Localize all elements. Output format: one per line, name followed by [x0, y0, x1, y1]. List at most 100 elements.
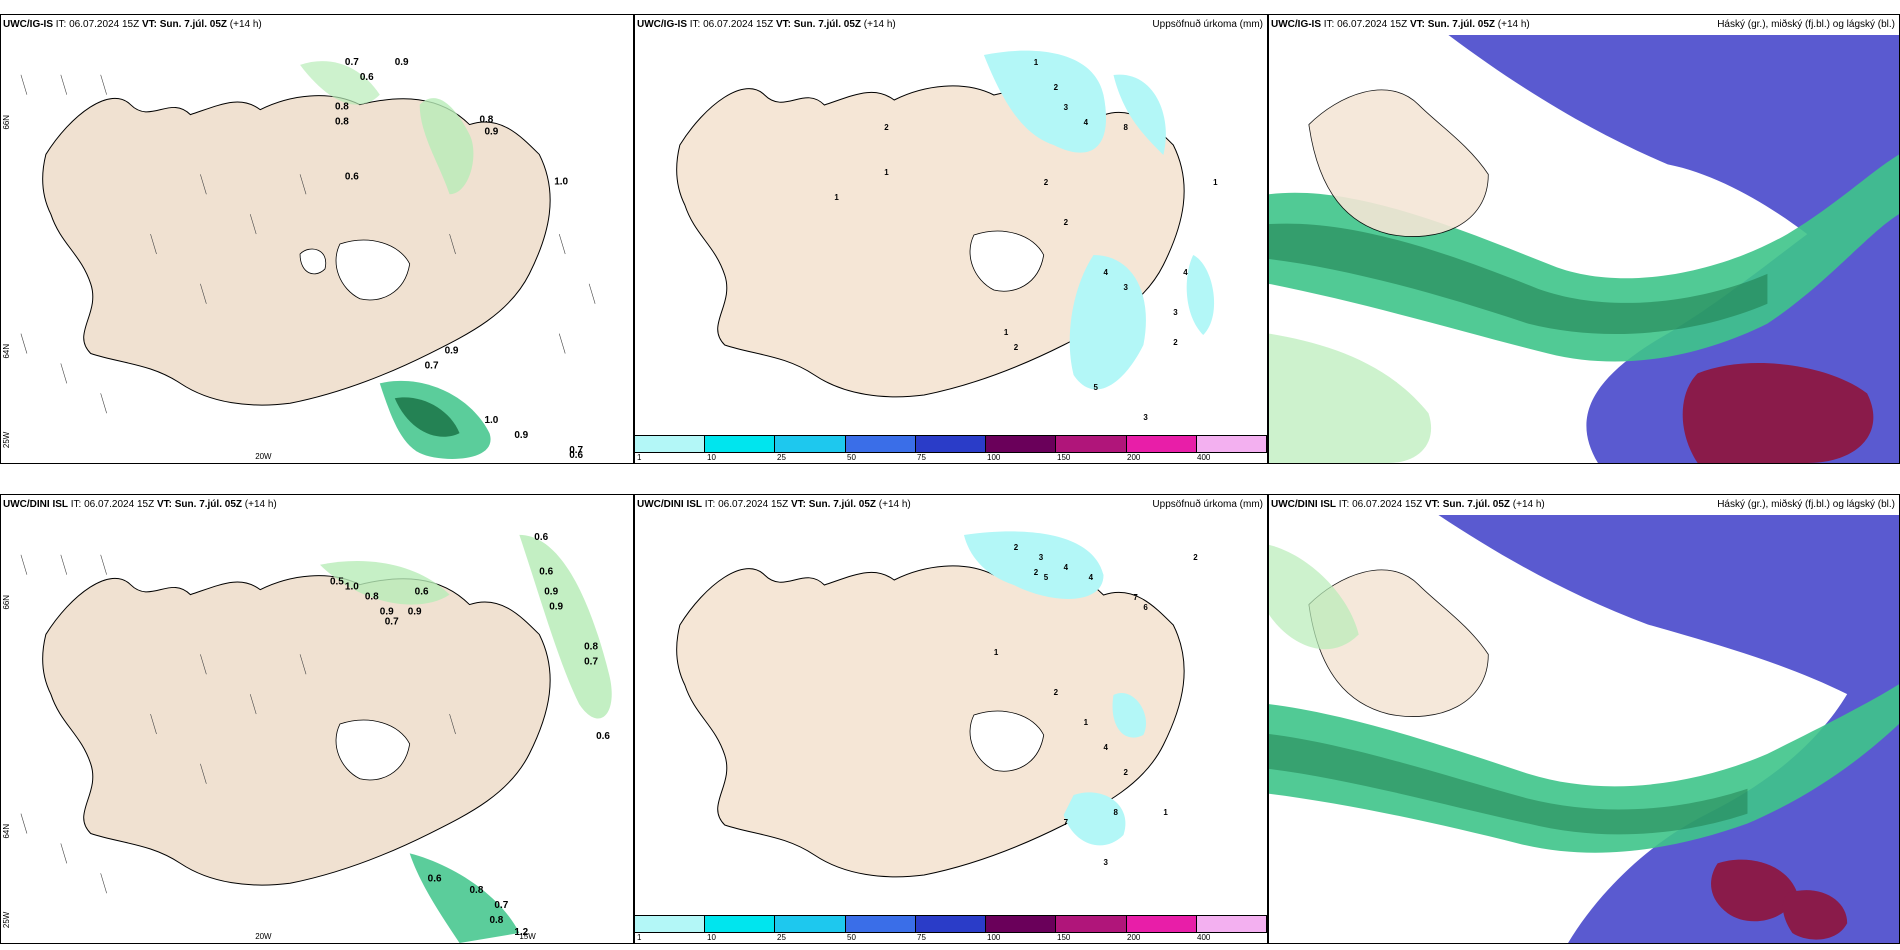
wind-map-svg: 0.6 0.5 1.0 0.8 0.9 0.7 0.6 0.9 0.6 0.9 … [1, 515, 633, 943]
svg-text:1: 1 [834, 193, 839, 202]
svg-text:4: 4 [1084, 118, 1089, 127]
svg-text:0.9: 0.9 [544, 587, 558, 598]
colorbar-label: 25 [777, 453, 786, 462]
colorbar-swatch [635, 916, 706, 932]
svg-text:0.6: 0.6 [428, 873, 442, 884]
colorbar-label: 50 [847, 933, 856, 942]
svg-text:5: 5 [1094, 383, 1099, 392]
svg-text:0.8: 0.8 [489, 915, 503, 926]
svg-text:1: 1 [1034, 58, 1039, 67]
panel-top-left: UWC/IG-IS IT: 06.07.2024 15Z VT: Sun. 7.… [0, 14, 634, 464]
svg-text:8: 8 [1123, 123, 1128, 132]
precip-labels: 1 2 3 4 2 1 8 2 2 4 3 1 2 4 3 5 2 1 3 1 [834, 58, 1218, 422]
svg-text:0.7: 0.7 [584, 656, 598, 667]
svg-text:64N: 64N [2, 344, 11, 359]
colorbar-label: 25 [777, 933, 786, 942]
svg-text:8: 8 [1113, 808, 1118, 817]
colorbar-label: 1 [637, 453, 642, 462]
iceland-land [42, 95, 551, 406]
svg-text:1.0: 1.0 [554, 176, 568, 187]
svg-text:4: 4 [1064, 563, 1069, 572]
svg-text:4: 4 [1104, 743, 1109, 752]
colorbar-swatch [845, 436, 916, 452]
colorbar-swatch [705, 916, 776, 932]
svg-text:4: 4 [1089, 573, 1094, 582]
svg-text:0.6: 0.6 [539, 567, 553, 578]
colorbar-label: 75 [917, 933, 926, 942]
colorbar-label: 200 [1127, 453, 1141, 462]
svg-text:5: 5 [1044, 573, 1049, 582]
svg-text:0.8: 0.8 [584, 641, 598, 652]
chart-title: Háský (gr.), miðský (fj.bl.) og lágský (… [1717, 19, 1895, 30]
svg-text:0.6: 0.6 [415, 587, 429, 598]
svg-text:0.9: 0.9 [395, 57, 409, 68]
svg-text:0.6: 0.6 [360, 72, 374, 83]
colorbar-label: 100 [987, 453, 1001, 462]
svg-text:64N: 64N [2, 824, 11, 839]
panel-header: UWC/IG-IS IT: 06.07.2024 15Z VT: Sun. 7.… [1269, 15, 1899, 35]
svg-text:1.0: 1.0 [345, 582, 359, 593]
svg-text:66N: 66N [2, 115, 11, 130]
svg-text:0.9: 0.9 [514, 430, 528, 441]
svg-text:2: 2 [1064, 218, 1069, 227]
svg-text:0.8: 0.8 [479, 115, 493, 126]
svg-text:15W: 15W [519, 932, 536, 941]
precip-labels: 0.7 0.6 0.8 0.9 0.8 0.8 0.6 0.9 0.9 0.7 … [335, 57, 584, 461]
svg-text:2: 2 [1054, 83, 1059, 92]
colorbar-label: 10 [707, 453, 716, 462]
panel-header: UWC/IG-IS IT: 06.07.2024 15Z VT: Sun. 7.… [1, 15, 633, 35]
chart-title: Háský (gr.), miðský (fj.bl.) og lágský (… [1717, 499, 1895, 510]
panel-bottom-left: UWC/DINI ISL IT: 06.07.2024 15Z VT: Sun.… [0, 494, 634, 944]
svg-text:7: 7 [1064, 818, 1069, 827]
svg-text:2: 2 [1034, 568, 1039, 577]
chart-title: Uppsöfnuð úrkoma (mm) [1152, 499, 1263, 510]
svg-text:3: 3 [1104, 858, 1109, 867]
svg-text:4: 4 [1183, 268, 1188, 277]
panel-top-right: UWC/IG-IS IT: 06.07.2024 15Z VT: Sun. 7.… [1268, 14, 1900, 464]
chart-title: Uppsöfnuð úrkoma (mm) [1152, 19, 1263, 30]
colorbar-label: 200 [1127, 933, 1141, 942]
svg-text:2: 2 [1193, 553, 1198, 562]
svg-text:6: 6 [1143, 603, 1148, 612]
svg-text:25W: 25W [2, 911, 11, 928]
svg-text:20W: 20W [255, 932, 272, 941]
colorbar-label: 150 [1057, 933, 1071, 942]
svg-text:2: 2 [1014, 543, 1019, 552]
colorbar-swatch [635, 436, 706, 452]
colorbar-swatch [845, 916, 916, 932]
wind-barbs [20, 554, 456, 894]
svg-text:0.7: 0.7 [345, 57, 359, 68]
panel-bottom-right: UWC/DINI ISL IT: 06.07.2024 15Z VT: Sun.… [1268, 494, 1900, 944]
panel-header: UWC/DINI ISL IT: 06.07.2024 15Z VT: Sun.… [1269, 495, 1899, 515]
colorbar-swatch [1196, 916, 1267, 932]
svg-text:2: 2 [1044, 178, 1049, 187]
colorbar-swatch [915, 916, 987, 932]
svg-text:0.9: 0.9 [408, 607, 422, 618]
svg-text:1: 1 [1163, 808, 1168, 817]
svg-text:0.8: 0.8 [335, 102, 349, 113]
wind-map-svg: 0.7 0.6 0.8 0.9 0.8 0.8 0.6 0.9 0.9 0.7 … [1, 35, 633, 463]
svg-text:4: 4 [1104, 268, 1109, 277]
precip-map-svg: 2 3 4 2 5 4 2 1 6 7 2 1 4 2 8 3 7 1 [676, 531, 1198, 878]
svg-text:0.9: 0.9 [484, 127, 498, 138]
precip-colorbar: 1 10 25 50 75 100 150 200 400 [635, 915, 1267, 943]
svg-text:1: 1 [1213, 178, 1218, 187]
colorbar-label: 75 [917, 453, 926, 462]
panel-top-middle: UWC/IG-IS IT: 06.07.2024 15Z VT: Sun. 7.… [634, 14, 1268, 464]
svg-text:2: 2 [884, 123, 889, 132]
wind-barbs [20, 74, 596, 414]
precip-map-svg: 1 2 3 4 2 1 8 2 2 4 3 1 2 4 3 5 2 1 3 1 [676, 50, 1218, 422]
svg-text:66N: 66N [2, 595, 11, 610]
svg-text:0.6: 0.6 [345, 171, 359, 182]
svg-text:0.7: 0.7 [494, 900, 508, 911]
svg-text:0.5: 0.5 [330, 577, 344, 588]
colorbar-label: 100 [987, 933, 1001, 942]
svg-text:0.8: 0.8 [470, 885, 484, 896]
svg-text:0.8: 0.8 [335, 117, 349, 128]
svg-text:3: 3 [1064, 103, 1069, 112]
svg-text:1: 1 [884, 168, 889, 177]
iceland-land [676, 565, 1185, 878]
svg-text:3: 3 [1039, 553, 1044, 562]
svg-text:20W: 20W [255, 452, 272, 461]
svg-text:1.2: 1.2 [514, 927, 528, 938]
